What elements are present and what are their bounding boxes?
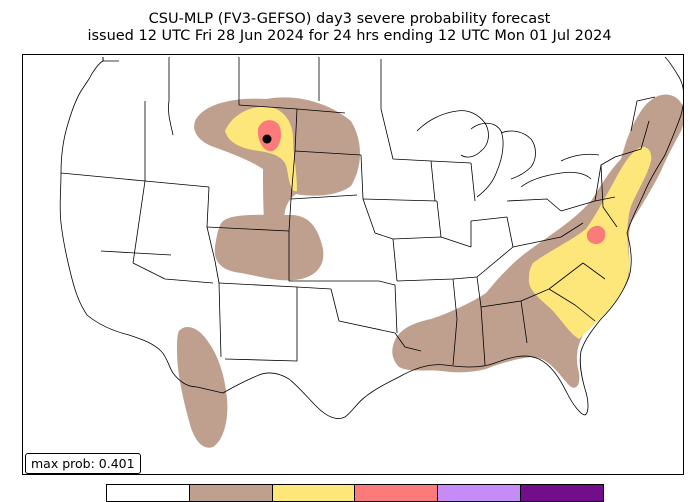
probability-colorbar [106, 484, 604, 502]
sig-severe-marker [262, 134, 272, 144]
colorbar-segment-5 [189, 485, 273, 501]
colorbar-segment-15 [272, 485, 356, 501]
colorbar-segment-60 [521, 485, 603, 501]
colorbar-segment-none [107, 485, 190, 501]
conus-map [59, 56, 683, 448]
colorbar-segment-30 [355, 485, 439, 501]
colorbar-segment-45 [438, 485, 522, 501]
map-title-line2: issued 12 UTC Fri 28 Jun 2024 for 24 hrs… [87, 28, 612, 44]
state-boundaries [59, 56, 683, 419]
map-panel [22, 54, 684, 475]
map-title-line1: CSU-MLP (FV3-GEFSO) day3 severe probabil… [148, 11, 551, 27]
max-prob-label: max prob: 0.401 [25, 453, 141, 474]
